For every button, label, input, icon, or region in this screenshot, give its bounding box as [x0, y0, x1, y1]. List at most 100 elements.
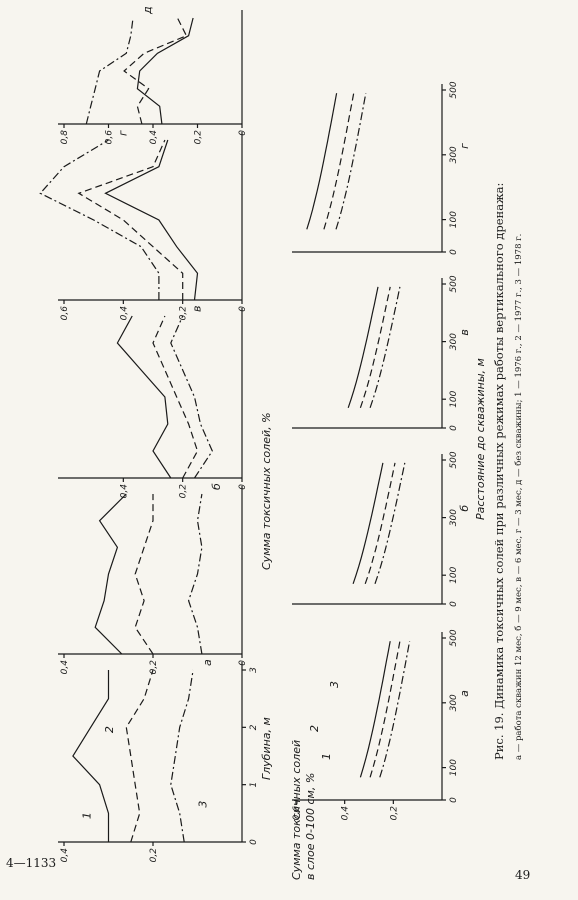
x-tick-label: 0	[449, 425, 459, 431]
x-tick-label: 0	[249, 839, 259, 845]
bottom-curve-3	[369, 286, 401, 408]
x-tick-label: 0	[449, 797, 459, 803]
y-tick-label: 0,4	[119, 306, 129, 321]
x-tick-label: 0	[449, 249, 459, 255]
y-tick-label: 0	[238, 484, 248, 490]
panel-letter: д	[141, 6, 154, 15]
curve-label-1: 1	[81, 812, 94, 819]
x-tick-label: 3	[249, 667, 259, 673]
x-tick-label: 300	[449, 694, 459, 711]
bottom-curve-1	[306, 93, 338, 230]
top-panel-5: 0 0,2 0,4 0,6 0,8 д	[58, 6, 248, 144]
bottom-panel-4: 0 100 300 500 г	[292, 81, 471, 255]
top-row-depth-charts: 0,20,4а 00,20,4б 00,20,4в 00,20,40,6г 00,20,…	[39, 6, 273, 863]
curve-label-3: 3	[196, 801, 209, 808]
x-tick-label: 0	[449, 601, 459, 607]
x-tick-label: 500	[449, 275, 459, 292]
panel-letter: в	[191, 306, 204, 312]
bottom-curve-2	[364, 462, 396, 584]
bottom-row-distance-charts: 0 100 300 500 а 0 100 300 500 б 0 100 300 500 в 0 100 300…	[290, 81, 487, 880]
y-tick-label: 0,2	[179, 306, 189, 321]
bottom-curve-3	[374, 462, 406, 584]
bottom-ylabel-line1: Сумма токсичных солей	[290, 740, 303, 880]
y-tick-label: 0,8	[60, 130, 70, 145]
y-tick-label: 0,4	[149, 130, 159, 145]
panel-letter: а	[201, 659, 214, 666]
x-tick-label: 300	[449, 146, 459, 163]
y-tick-label: 0	[238, 130, 248, 136]
x-tick-label: 500	[449, 451, 459, 468]
curve-label-2: 2	[103, 726, 116, 733]
caption-title: Рис. 19. Динамика токсичных солей при ра…	[492, 183, 506, 760]
y-tick-label: 0,6	[60, 306, 70, 321]
bottom-panel-2: 0 100 300 500 б	[292, 451, 471, 607]
y-tick-label: 0,6	[105, 130, 115, 145]
x-tick-label: 300	[449, 333, 459, 350]
y-tick-label: 0,4	[60, 848, 70, 863]
top-curve-2	[125, 669, 154, 843]
bottom-curve-2	[323, 93, 355, 230]
top-curve-1	[136, 17, 194, 125]
y-tick-label: 0,4	[60, 660, 70, 675]
signature-mark: 4—1133	[6, 856, 57, 870]
top-curve-2	[77, 139, 184, 300]
panel-letter: г	[458, 143, 471, 149]
top-curve-3	[170, 669, 194, 843]
top-curve-3	[187, 493, 203, 655]
top-curve-2	[123, 17, 188, 125]
bottom-curve-2	[359, 286, 391, 408]
top-curve-1	[72, 670, 110, 842]
bottom-curve-1	[359, 641, 391, 778]
top-curve-2	[134, 494, 154, 655]
x-tick-label: 500	[449, 629, 459, 646]
y-tick-label: 0,2	[389, 806, 399, 821]
y-tick-label: 0,2	[149, 660, 159, 675]
top-panel-1: 0,2 0,4 а	[58, 659, 243, 863]
top-curve-1	[104, 139, 199, 301]
y-tick-label: 0	[238, 660, 248, 666]
curve-label-2: 2	[308, 725, 321, 732]
curve-label-1: 1	[320, 753, 333, 760]
y-tick-label: 0,4	[119, 484, 129, 499]
bottom-curve-3	[335, 93, 367, 230]
x-tick-label: 100	[449, 390, 459, 407]
panel-letter: б	[210, 483, 223, 490]
bottom-xlabel: Расстояние до скважины, м	[474, 358, 487, 520]
top-curve-1	[94, 493, 127, 655]
y-tick-label: 0,2	[149, 848, 159, 863]
x-tick-label: 2	[249, 724, 259, 730]
x-tick-label: 100	[449, 759, 459, 776]
top-xlabel: Глубина, м	[260, 717, 273, 780]
x-tick-label: 500	[449, 81, 459, 98]
panel-letter: г	[117, 130, 130, 136]
top-curve-3	[39, 139, 160, 300]
y-tick-label: 0,4	[341, 806, 351, 821]
bottom-curve-2	[369, 641, 401, 778]
bottom-panel-3: 0 100 300 500 в	[292, 275, 471, 431]
page-number: 49	[515, 868, 531, 882]
y-tick-label: 0,6	[292, 806, 302, 821]
top-panel-2: 0 0,2 0,4 б	[58, 483, 248, 674]
bottom-curve-1	[347, 286, 379, 408]
x-tick-label: 100	[449, 211, 459, 228]
y-tick-label: 0	[238, 306, 248, 312]
top-panel-3: 0 0,2 0,4 в	[58, 306, 248, 499]
caption-legend: а — работа скважин 12 мес, б — 9 мес, в …	[513, 234, 524, 760]
panel-letter: а	[458, 690, 471, 697]
top-ylabel: Сумма токсичных солей, %	[260, 412, 273, 570]
top-curve-2	[152, 315, 199, 479]
panel-letter: б	[458, 505, 471, 512]
y-tick-label: 0,2	[194, 130, 204, 145]
y-tick-label: 0,2	[179, 484, 189, 499]
bottom-curve-1	[352, 462, 384, 584]
bottom-curve-3	[379, 641, 411, 778]
x-tick-label: 100	[449, 566, 459, 583]
x-tick-label: 1	[249, 782, 259, 788]
top-curve-3	[85, 17, 134, 125]
bottom-panel-1: 0 100 300 500 а	[292, 629, 471, 803]
top-curve-1	[116, 315, 172, 479]
panel-letter: в	[458, 329, 471, 335]
